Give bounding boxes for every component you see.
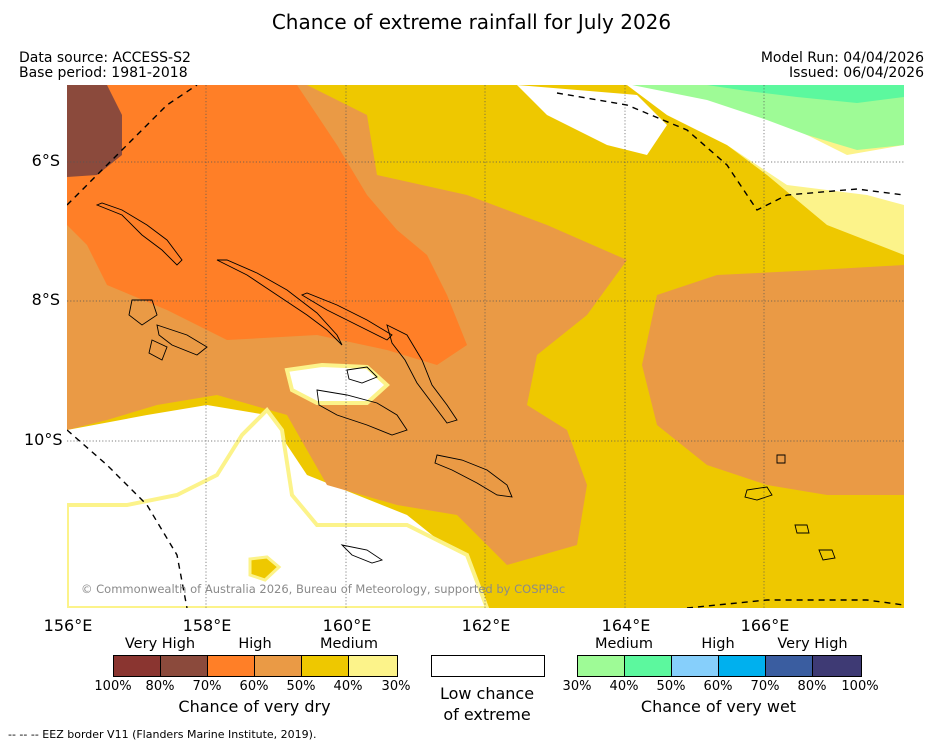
lon-label-166e: 166°E — [740, 616, 790, 635]
lon-label-160e: 160°E — [322, 616, 372, 635]
wet-tick-3: 60% — [703, 679, 733, 694]
region-wet-medium-high — [707, 85, 904, 103]
dry-swatch-4 — [302, 656, 349, 676]
region-wet-medium — [632, 85, 904, 150]
dry-cat-medium: Medium — [320, 636, 378, 652]
wet-cat-very-high: Very High — [777, 636, 848, 652]
base-period: Base period: 1981-2018 — [19, 65, 188, 81]
lon-label-158e: 158°E — [182, 616, 232, 635]
dry-colorbar — [113, 655, 398, 677]
dry-swatch-5 — [349, 656, 397, 676]
dry-swatch-0 — [114, 656, 161, 676]
eez-borders — [67, 85, 904, 608]
wet-tick-2: 50% — [656, 679, 686, 694]
data-source: Data source: ACCESS-S2 — [19, 50, 191, 66]
copyright-text: © Commonwealth of Australia 2026, Bureau… — [81, 582, 565, 596]
lat-label-10s: 10°S — [24, 430, 63, 449]
map-title: Chance of extreme rainfall for July 2026 — [271, 10, 672, 34]
region-dry-high — [67, 85, 467, 365]
lon-label-162e: 162°E — [461, 616, 511, 635]
issued-date: Issued: 06/04/2026 — [789, 65, 924, 81]
wet-tick-5: 80% — [797, 679, 827, 694]
wet-colorbar — [577, 655, 862, 677]
island-bougainville — [95, 202, 183, 266]
wet-tick-0: 30% — [562, 679, 592, 694]
region-dry-medium-small — [248, 555, 282, 582]
wet-swatch-5 — [813, 656, 861, 676]
meta-right: Model Run: 04/04/2026 Issued: 06/04/2026 — [761, 51, 924, 81]
island-malaita — [386, 324, 458, 424]
wet-tick-6: 100% — [841, 679, 879, 694]
dry-tick-2: 70% — [192, 679, 222, 694]
dry-cat-very-high: Very High — [124, 636, 196, 652]
meta-left: Data source: ACCESS-S2 Base period: 1981… — [19, 51, 191, 81]
wet-tick-4: 70% — [750, 679, 780, 694]
wet-swatch-2 — [672, 656, 719, 676]
wet-swatch-4 — [766, 656, 813, 676]
dry-swatch-2 — [208, 656, 255, 676]
island-florida — [346, 366, 378, 384]
island-santa-isabel — [300, 292, 393, 341]
island-small-se1 — [794, 524, 810, 534]
wet-legend-title: Chance of very wet — [640, 697, 797, 716]
low-chance-line2: of extreme — [443, 705, 531, 724]
region-dry-medium-high-east — [642, 265, 904, 495]
island-small-e2 — [776, 454, 786, 464]
wet-swatch-0 — [578, 656, 625, 676]
low-chance-line1: Low chance — [439, 684, 535, 703]
dry-swatch-1 — [161, 656, 208, 676]
region-low-chance-central — [284, 362, 390, 405]
island-new-georgia — [128, 299, 208, 361]
dry-tick-6: 30% — [381, 679, 411, 694]
wet-cat-medium: Medium — [595, 636, 653, 652]
dry-tick-1: 80% — [145, 679, 175, 694]
wet-swatch-1 — [625, 656, 672, 676]
rainfall-map: © Commonwealth of Australia 2026, Bureau… — [67, 85, 904, 608]
dry-cat-high: High — [238, 636, 272, 652]
lon-label-164e: 164°E — [601, 616, 651, 635]
wet-cat-high: High — [701, 636, 735, 652]
dry-tick-4: 50% — [286, 679, 316, 694]
model-run: Model Run: 04/04/2026 — [760, 50, 924, 66]
dry-tick-5: 40% — [333, 679, 363, 694]
island-san-cristobal — [434, 454, 513, 498]
dry-tick-0: 100% — [94, 679, 132, 694]
island-guadalcanal — [316, 389, 408, 436]
low-chance-swatch — [431, 655, 545, 677]
wet-swatch-3 — [719, 656, 766, 676]
island-choiseul — [216, 259, 343, 346]
dry-tick-3: 60% — [239, 679, 269, 694]
region-low-chance-ne — [437, 85, 904, 205]
region-low-chance-sw — [67, 406, 490, 608]
dry-legend-title: Chance of very dry — [178, 697, 331, 716]
coastlines — [95, 202, 836, 564]
lat-label-6s: 6°S — [31, 151, 60, 170]
island-small-se2 — [818, 549, 836, 561]
lon-label-156e: 156°E — [43, 616, 93, 635]
low-chance-label: Low chance of extreme — [420, 683, 554, 725]
graticule — [67, 85, 904, 608]
dry-swatch-3 — [255, 656, 302, 676]
island-rennell — [340, 544, 384, 564]
wet-tick-1: 40% — [609, 679, 639, 694]
island-small-east — [744, 486, 773, 501]
region-dry-very-high — [67, 85, 122, 177]
eez-footnote: -- -- -- EEZ border V11 (Flanders Marine… — [8, 728, 317, 741]
lat-label-8s: 8°S — [31, 290, 60, 309]
